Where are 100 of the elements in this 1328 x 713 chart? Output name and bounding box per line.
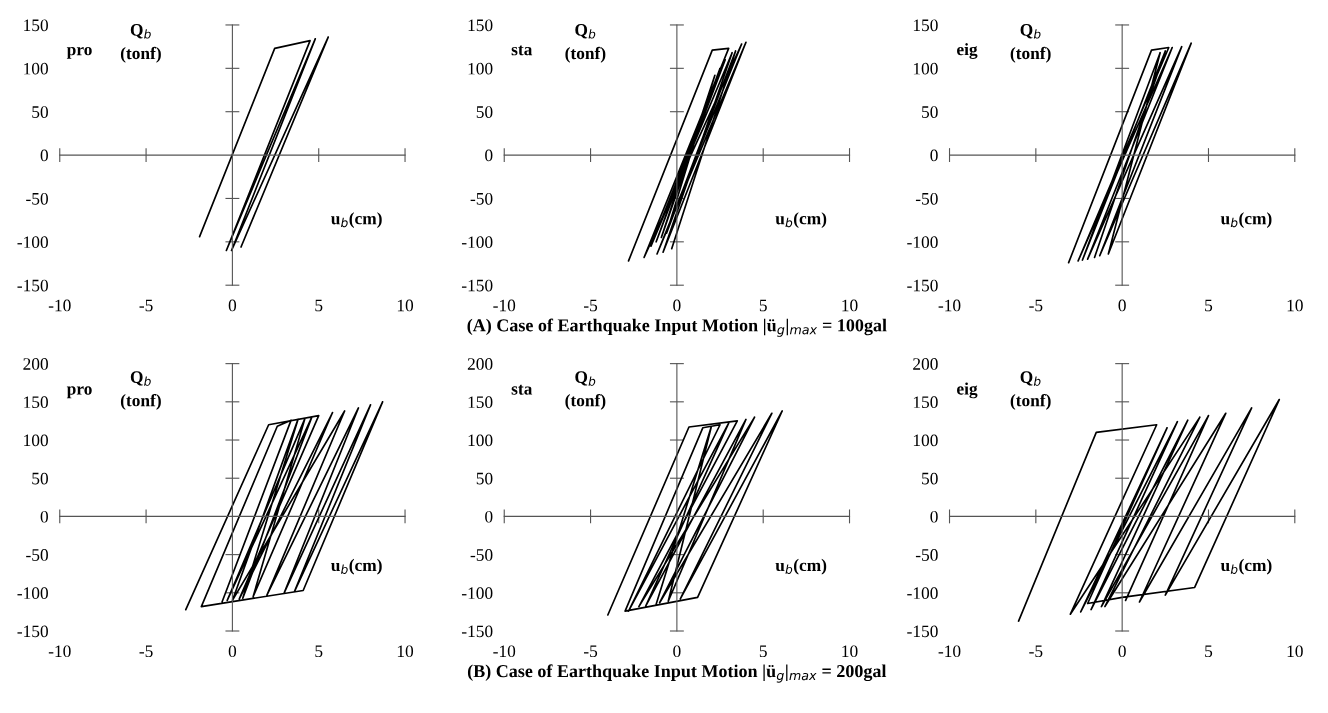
y-tick-label: 100 bbox=[468, 434, 493, 447]
x-tick-label: 10 bbox=[397, 645, 414, 658]
y-tick-label: -150 bbox=[17, 279, 48, 292]
x-tick-label: 0 bbox=[228, 645, 237, 658]
y-axis-title: Q$_{b}$ (tonf) bbox=[1010, 24, 1051, 63]
x-tick-label: -10 bbox=[493, 645, 516, 658]
y-tick-label: 150 bbox=[913, 396, 938, 409]
y-tick-label: -50 bbox=[915, 549, 938, 561]
x-tick-label: 5 bbox=[1205, 645, 1213, 658]
x-axis-title: u$_{b}$(cm) bbox=[775, 212, 827, 228]
x-tick-label: 0 bbox=[673, 299, 681, 312]
x-tick-label: -5 bbox=[139, 645, 153, 658]
x-tick-label: -10 bbox=[48, 299, 71, 312]
text: sta bbox=[511, 384, 533, 395]
y-tick-label: 100 bbox=[913, 434, 938, 447]
y-tick-label: -100 bbox=[17, 236, 48, 249]
y-tick-label: -150 bbox=[461, 625, 493, 638]
x-tick-label: -10 bbox=[493, 299, 516, 312]
y-tick-label: 50 bbox=[32, 472, 48, 485]
y-tick-label: -50 bbox=[26, 549, 48, 561]
x-tick-label: -5 bbox=[583, 645, 598, 658]
y-tick-label: 0 bbox=[485, 510, 493, 523]
x-tick-label: -5 bbox=[1029, 645, 1043, 658]
y-tick-label: 50 bbox=[476, 106, 493, 118]
x-tick-label: 5 bbox=[759, 645, 767, 658]
x-tick-label: 10 bbox=[842, 299, 858, 312]
x-axis-title: u$_{b}$(cm) bbox=[1220, 558, 1272, 575]
y-tick-label: 0 bbox=[485, 149, 493, 162]
y-tick-label: -100 bbox=[461, 236, 493, 249]
y-tick-label: -150 bbox=[17, 625, 48, 638]
x-tick-label: 0 bbox=[673, 645, 681, 658]
y-tick-label: -100 bbox=[17, 587, 48, 599]
text: pro bbox=[66, 386, 92, 399]
line-series bbox=[184, 400, 384, 611]
y-tick-label: 100 bbox=[24, 434, 48, 447]
y-axis-title: Q$_{b}$ (tonf) bbox=[120, 371, 161, 410]
y-axis-title: Q$_{b}$ (tonf) bbox=[1010, 371, 1051, 410]
x-tick-label: 10 bbox=[1287, 645, 1303, 658]
y-tick-label: 50 bbox=[922, 106, 938, 118]
x-tick-label: 5 bbox=[315, 645, 323, 658]
y-tick-label: 50 bbox=[922, 472, 938, 485]
x-tick-label: -5 bbox=[1029, 299, 1043, 312]
y-tick-label: -50 bbox=[470, 192, 493, 205]
y-tick-label: -50 bbox=[915, 192, 938, 205]
x-axis-title: u$_{b}$(cm) bbox=[1220, 212, 1272, 228]
y-tick-label: 50 bbox=[476, 472, 493, 485]
y-tick-label: 200 bbox=[467, 358, 493, 370]
x-axis-title: u$_{b}$(cm) bbox=[331, 212, 382, 228]
y-tick-label: 200 bbox=[913, 358, 938, 370]
x-tick-label: 5 bbox=[759, 299, 767, 312]
y-tick-label: 0 bbox=[930, 149, 938, 162]
y-tick-label: 150 bbox=[24, 19, 48, 32]
x-tick-label: 10 bbox=[397, 299, 414, 312]
x-axis-title: u$_{b}$(cm) bbox=[331, 558, 382, 575]
x-tick-label: -10 bbox=[938, 645, 961, 658]
line-series bbox=[1067, 42, 1193, 264]
y-axis-title: Q$_{b}$ (tonf) bbox=[565, 371, 606, 410]
x-axis-title: u$_{b}$(cm) bbox=[775, 558, 827, 575]
x-tick-label: 5 bbox=[315, 299, 323, 312]
y-tick-label: 50 bbox=[32, 106, 48, 118]
x-tick-label: -5 bbox=[583, 299, 598, 312]
line-series bbox=[198, 36, 330, 252]
y-tick-label: 100 bbox=[913, 62, 938, 75]
y-axis-title: Q$_{b}$ (tonf) bbox=[565, 24, 606, 63]
y-tick-label: -100 bbox=[461, 587, 493, 599]
y-tick-label: 150 bbox=[24, 396, 48, 409]
x-tick-label: -5 bbox=[139, 299, 153, 312]
y-tick-label: 150 bbox=[913, 19, 938, 32]
text: sta bbox=[511, 45, 533, 56]
x-tick-label: 0 bbox=[228, 299, 237, 312]
text: eig bbox=[957, 382, 978, 399]
line-series bbox=[627, 41, 747, 262]
y-tick-label: -150 bbox=[461, 279, 493, 292]
x-tick-label: -10 bbox=[938, 299, 961, 312]
y-axis-title: Q$_{b}$ (tonf) bbox=[120, 24, 161, 63]
x-tick-label: 10 bbox=[1287, 299, 1303, 312]
y-tick-label: -150 bbox=[907, 625, 938, 638]
text: (B) Case of Earthquake Input Motion |ü$_{g}$|$_{max}$ = 200gal bbox=[467, 664, 887, 683]
x-tick-label: 0 bbox=[1118, 645, 1126, 658]
text: eig bbox=[957, 43, 978, 59]
y-tick-label: -100 bbox=[907, 236, 938, 249]
x-tick-label: 10 bbox=[842, 645, 858, 658]
text: (A) Case of Earthquake Input Motion |ü$_{g}$|$_{max}$ = 100gal bbox=[467, 318, 887, 337]
y-tick-label: -150 bbox=[907, 279, 938, 292]
y-tick-label: 150 bbox=[468, 396, 493, 409]
y-tick-label: 200 bbox=[23, 358, 48, 370]
y-tick-label: 0 bbox=[930, 510, 938, 523]
y-tick-label: -50 bbox=[26, 192, 48, 205]
text: pro bbox=[66, 46, 92, 59]
y-tick-label: 0 bbox=[40, 510, 48, 523]
y-tick-label: 150 bbox=[468, 19, 493, 32]
y-tick-label: 100 bbox=[468, 62, 493, 75]
y-tick-label: 100 bbox=[24, 62, 48, 75]
y-tick-label: -100 bbox=[907, 587, 938, 599]
line-series bbox=[606, 410, 784, 616]
x-tick-label: -10 bbox=[48, 645, 71, 658]
y-tick-label: 0 bbox=[40, 149, 48, 162]
y-tick-label: -50 bbox=[470, 549, 493, 561]
x-tick-label: 5 bbox=[1205, 299, 1213, 312]
x-tick-label: 0 bbox=[1118, 299, 1126, 312]
